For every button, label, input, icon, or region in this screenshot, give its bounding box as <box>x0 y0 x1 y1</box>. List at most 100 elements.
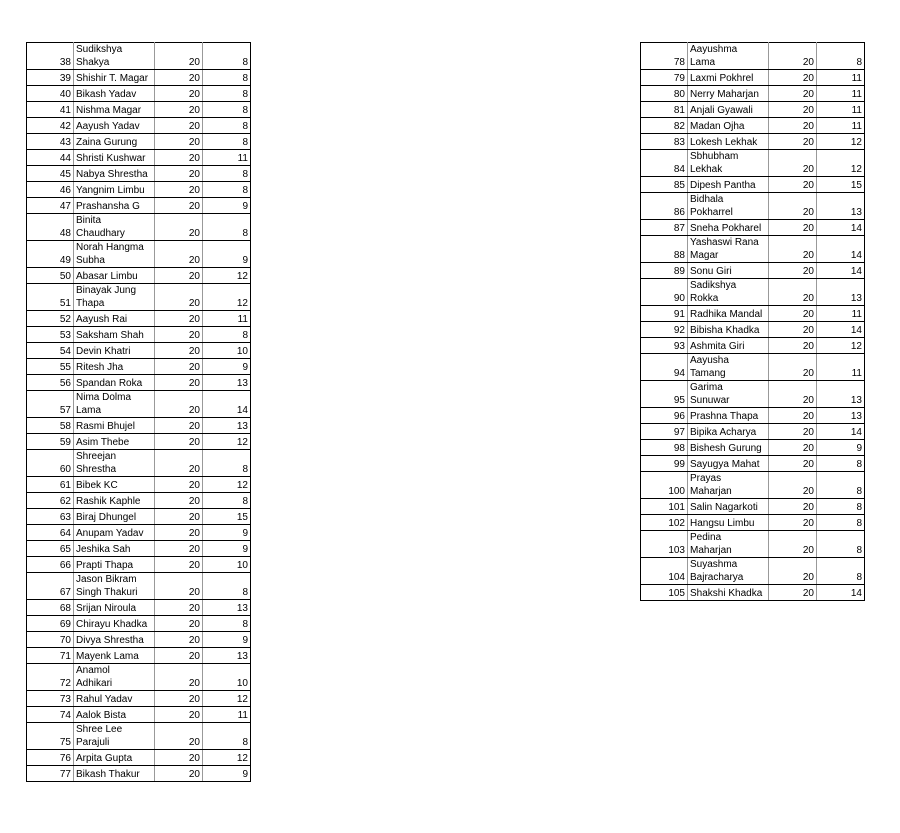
total-marks-cell: 20 <box>154 540 203 557</box>
total-marks-cell: 20 <box>768 380 817 408</box>
student-name-cell: Zaina Gurung <box>73 133 155 150</box>
total-marks-cell: 20 <box>768 353 817 381</box>
roll-number-cell: 77 <box>26 765 74 782</box>
roll-number-cell: 92 <box>640 321 688 338</box>
score-cell: 12 <box>202 476 251 493</box>
table-row: 89 Sonu Giri 20 14 <box>640 262 865 279</box>
roll-number-cell: 83 <box>640 133 688 150</box>
total-marks-cell: 20 <box>768 321 817 338</box>
table-row: 63 Biraj Dhungel 20 15 <box>26 508 251 525</box>
roll-number-cell: 60 <box>26 449 74 477</box>
score-cell: 13 <box>202 599 251 616</box>
student-name-cell: Sayugya Mahat <box>687 455 769 472</box>
total-marks-cell: 20 <box>154 476 203 493</box>
student-name-cell: Madan Ojha <box>687 117 769 134</box>
score-cell: 8 <box>202 133 251 150</box>
score-cell: 12 <box>816 133 865 150</box>
table-row: 62 Rashik Kaphle 20 8 <box>26 492 251 509</box>
score-cell: 11 <box>816 101 865 118</box>
roll-number-cell: 65 <box>26 540 74 557</box>
table-row: 105 Shakshi Khadka 20 14 <box>640 584 865 601</box>
table-row: 97 Bipika Acharya 20 14 <box>640 423 865 440</box>
score-cell: 13 <box>816 278 865 306</box>
score-cell: 14 <box>816 584 865 601</box>
student-name-cell: Aayush Rai <box>73 310 155 327</box>
student-name-cell: Biraj Dhungel <box>73 508 155 525</box>
score-cell: 11 <box>816 69 865 86</box>
roll-number-cell: 72 <box>26 663 74 691</box>
student-name-cell: Laxmi Pokhrel <box>687 69 769 86</box>
student-name-cell: Radhika Mandal <box>687 305 769 322</box>
table-row: 57 Nima Dolma Lama 20 14 <box>26 390 251 418</box>
score-cell: 8 <box>202 492 251 509</box>
table-row: 60 Shreejan Shrestha 20 8 <box>26 449 251 477</box>
table-row: 44 Shristi Kushwar 20 11 <box>26 149 251 166</box>
roll-number-cell: 39 <box>26 69 74 86</box>
roll-number-cell: 61 <box>26 476 74 493</box>
score-cell: 14 <box>816 423 865 440</box>
student-name-cell: Sbhubham Lekhak <box>687 149 769 177</box>
roll-number-cell: 104 <box>640 557 688 585</box>
total-marks-cell: 20 <box>768 117 817 134</box>
table-row: 87 Sneha Pokharel 20 14 <box>640 219 865 236</box>
score-cell: 8 <box>202 42 251 70</box>
score-cell: 11 <box>816 353 865 381</box>
table-row: 47 Prashansha G 20 9 <box>26 197 251 214</box>
roll-number-cell: 57 <box>26 390 74 418</box>
score-cell: 9 <box>202 765 251 782</box>
total-marks-cell: 20 <box>768 471 817 499</box>
roll-number-cell: 103 <box>640 530 688 558</box>
total-marks-cell: 20 <box>768 149 817 177</box>
score-cell: 13 <box>202 647 251 664</box>
roll-number-cell: 66 <box>26 556 74 573</box>
roll-number-cell: 90 <box>640 278 688 306</box>
roll-number-cell: 84 <box>640 149 688 177</box>
score-cell: 8 <box>816 498 865 515</box>
total-marks-cell: 20 <box>768 557 817 585</box>
student-name-cell: Bishesh Gurung <box>687 439 769 456</box>
student-name-cell: Aalok Bista <box>73 706 155 723</box>
total-marks-cell: 20 <box>768 407 817 424</box>
roll-number-cell: 42 <box>26 117 74 134</box>
roll-number-cell: 46 <box>26 181 74 198</box>
roll-number-cell: 44 <box>26 149 74 166</box>
table-row: 71 Mayenk Lama 20 13 <box>26 647 251 664</box>
total-marks-cell: 20 <box>154 165 203 182</box>
total-marks-cell: 20 <box>154 213 203 241</box>
table-row: 75 Shree Lee Parajuli 20 8 <box>26 722 251 750</box>
score-cell: 14 <box>202 390 251 418</box>
score-cell: 8 <box>816 530 865 558</box>
student-name-cell: Shree Lee Parajuli <box>73 722 155 750</box>
roll-number-cell: 54 <box>26 342 74 359</box>
total-marks-cell: 20 <box>768 133 817 150</box>
table-row: 49 Norah Hangma Subha 20 9 <box>26 240 251 268</box>
student-name-cell: Rasmi Bhujel <box>73 417 155 434</box>
total-marks-cell: 20 <box>154 449 203 477</box>
score-cell: 8 <box>202 213 251 241</box>
table-row: 82 Madan Ojha 20 11 <box>640 117 865 134</box>
roll-number-cell: 52 <box>26 310 74 327</box>
score-cell: 13 <box>816 380 865 408</box>
roll-number-cell: 82 <box>640 117 688 134</box>
total-marks-cell: 20 <box>154 524 203 541</box>
roll-number-cell: 76 <box>26 749 74 766</box>
roll-number-cell: 47 <box>26 197 74 214</box>
total-marks-cell: 20 <box>154 615 203 632</box>
total-marks-cell: 20 <box>154 572 203 600</box>
total-marks-cell: 20 <box>768 219 817 236</box>
table-row: 39 Shishir T. Magar 20 8 <box>26 69 251 86</box>
score-cell: 13 <box>202 417 251 434</box>
roll-number-cell: 102 <box>640 514 688 531</box>
score-cell: 13 <box>202 374 251 391</box>
table-row: 79 Laxmi Pokhrel 20 11 <box>640 69 865 86</box>
roll-number-cell: 79 <box>640 69 688 86</box>
table-row: 81 Anjali Gyawali 20 11 <box>640 101 865 118</box>
roll-number-cell: 81 <box>640 101 688 118</box>
total-marks-cell: 20 <box>768 176 817 193</box>
roll-number-cell: 97 <box>640 423 688 440</box>
score-cell: 10 <box>202 556 251 573</box>
score-cell: 11 <box>202 310 251 327</box>
total-marks-cell: 20 <box>154 492 203 509</box>
table-row: 69 Chirayu Khadka 20 8 <box>26 615 251 632</box>
score-cell: 13 <box>816 192 865 220</box>
